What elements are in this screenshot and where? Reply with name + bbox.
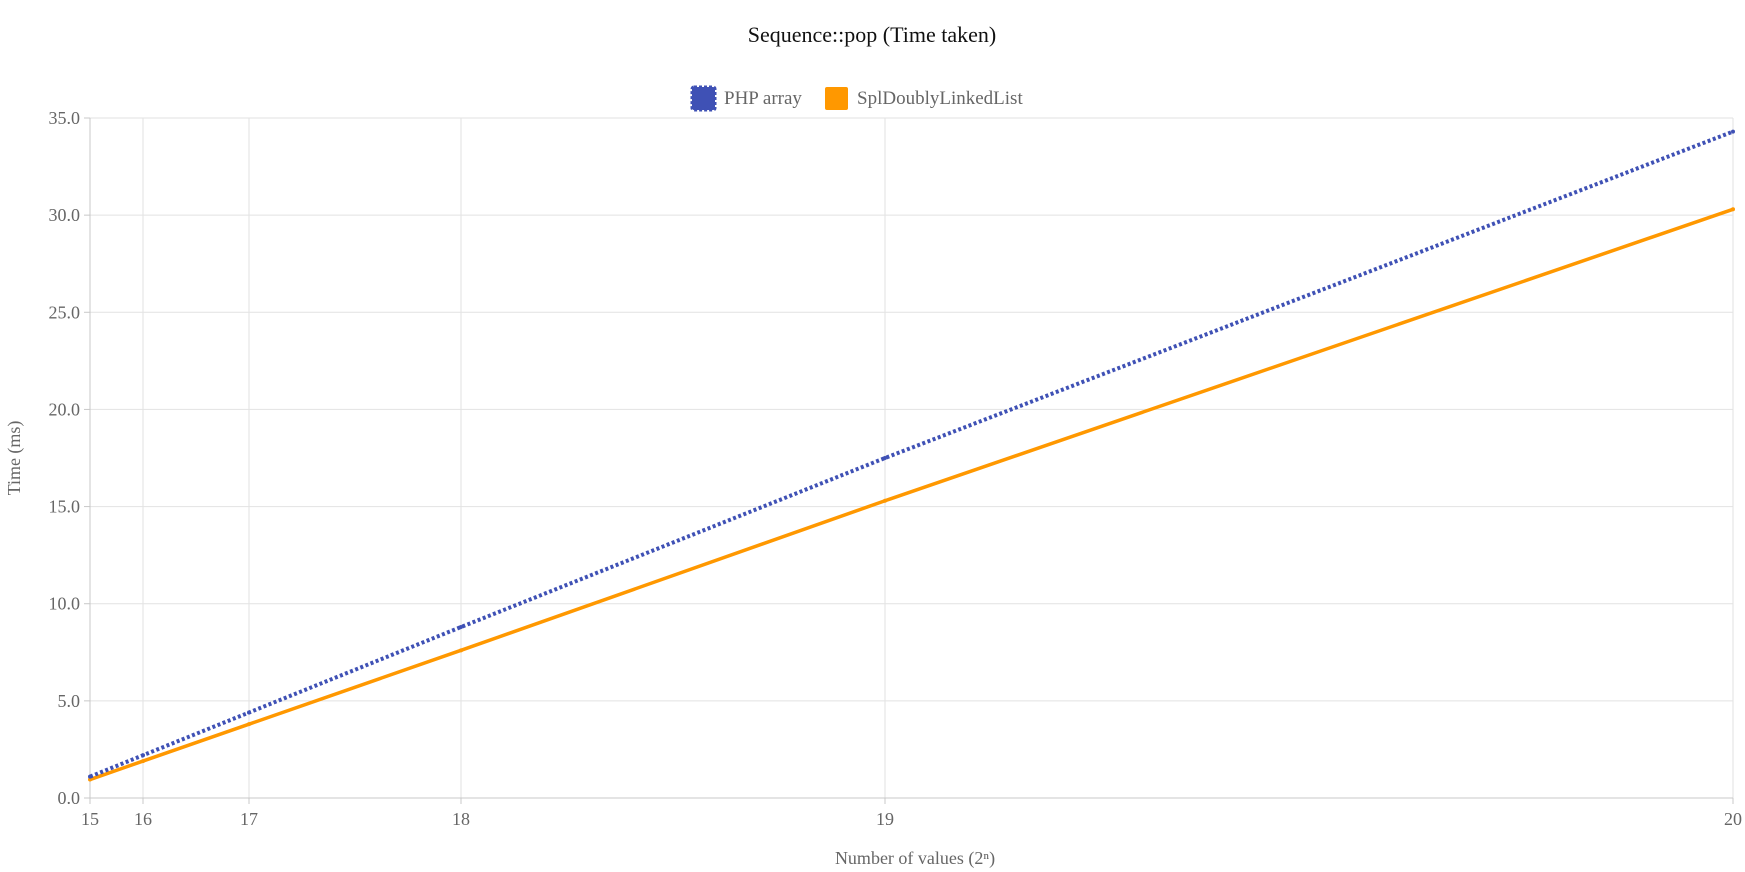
x-tick-label: 17 — [240, 809, 258, 829]
series-layer — [88, 129, 1735, 782]
data-point[interactable] — [1731, 207, 1735, 212]
x-tick-label: 16 — [134, 809, 152, 829]
series-line-spldoublylinkedlist[interactable] — [89, 207, 1734, 782]
data-point[interactable] — [247, 710, 251, 715]
y-axis-ticks: 0.0 5.0 10.0 15.0 20.0 25.0 30.0 35.0 — [49, 108, 90, 808]
data-point[interactable] — [88, 774, 92, 779]
data-point[interactable] — [459, 625, 463, 630]
legend-swatch-spldoublylinkedlist — [825, 87, 848, 110]
legend-label-spldoublylinkedlist: SplDoublyLinkedList — [857, 88, 1023, 109]
y-tick-label: 10.0 — [49, 594, 81, 614]
x-tick-label: 18 — [452, 809, 470, 829]
y-tick-label: 25.0 — [49, 302, 81, 322]
data-point[interactable] — [141, 759, 145, 764]
y-tick-label: 0.0 — [58, 788, 81, 808]
legend-item-php-array[interactable]: PHP array — [690, 85, 802, 112]
x-tick-label: 20 — [1724, 809, 1742, 829]
x-axis-ticks: 15 16 17 18 19 20 — [81, 798, 1742, 829]
legend-label-php-array: PHP array — [724, 88, 802, 109]
legend-item-spldoublylinkedlist[interactable]: SplDoublyLinkedList — [825, 87, 1023, 110]
y-tick-label: 20.0 — [49, 399, 81, 419]
series-line-php-array[interactable] — [89, 129, 1734, 779]
x-tick-label: 19 — [876, 809, 894, 829]
legend-swatch-php-array — [690, 85, 717, 112]
y-tick-label: 35.0 — [49, 108, 81, 128]
data-point[interactable] — [883, 456, 887, 460]
y-tick-label: 30.0 — [49, 205, 81, 225]
legend: PHP array SplDoublyLinkedList — [690, 85, 1023, 112]
x-tick-label: 15 — [81, 809, 99, 829]
grid — [89, 117, 1734, 799]
chart-title: Sequence::pop (Time taken) — [748, 22, 996, 47]
y-axis-title: Time (ms) — [4, 421, 25, 496]
data-point[interactable] — [88, 777, 92, 782]
x-axis-title: Number of values (2ⁿ) — [835, 848, 995, 869]
data-point[interactable] — [459, 648, 463, 653]
data-point[interactable] — [1731, 129, 1735, 134]
y-tick-label: 5.0 — [58, 691, 81, 711]
data-point[interactable] — [883, 498, 887, 503]
data-point[interactable] — [247, 722, 251, 727]
data-point[interactable] — [141, 753, 145, 758]
axes — [89, 118, 1733, 799]
y-tick-label: 15.0 — [49, 497, 81, 517]
